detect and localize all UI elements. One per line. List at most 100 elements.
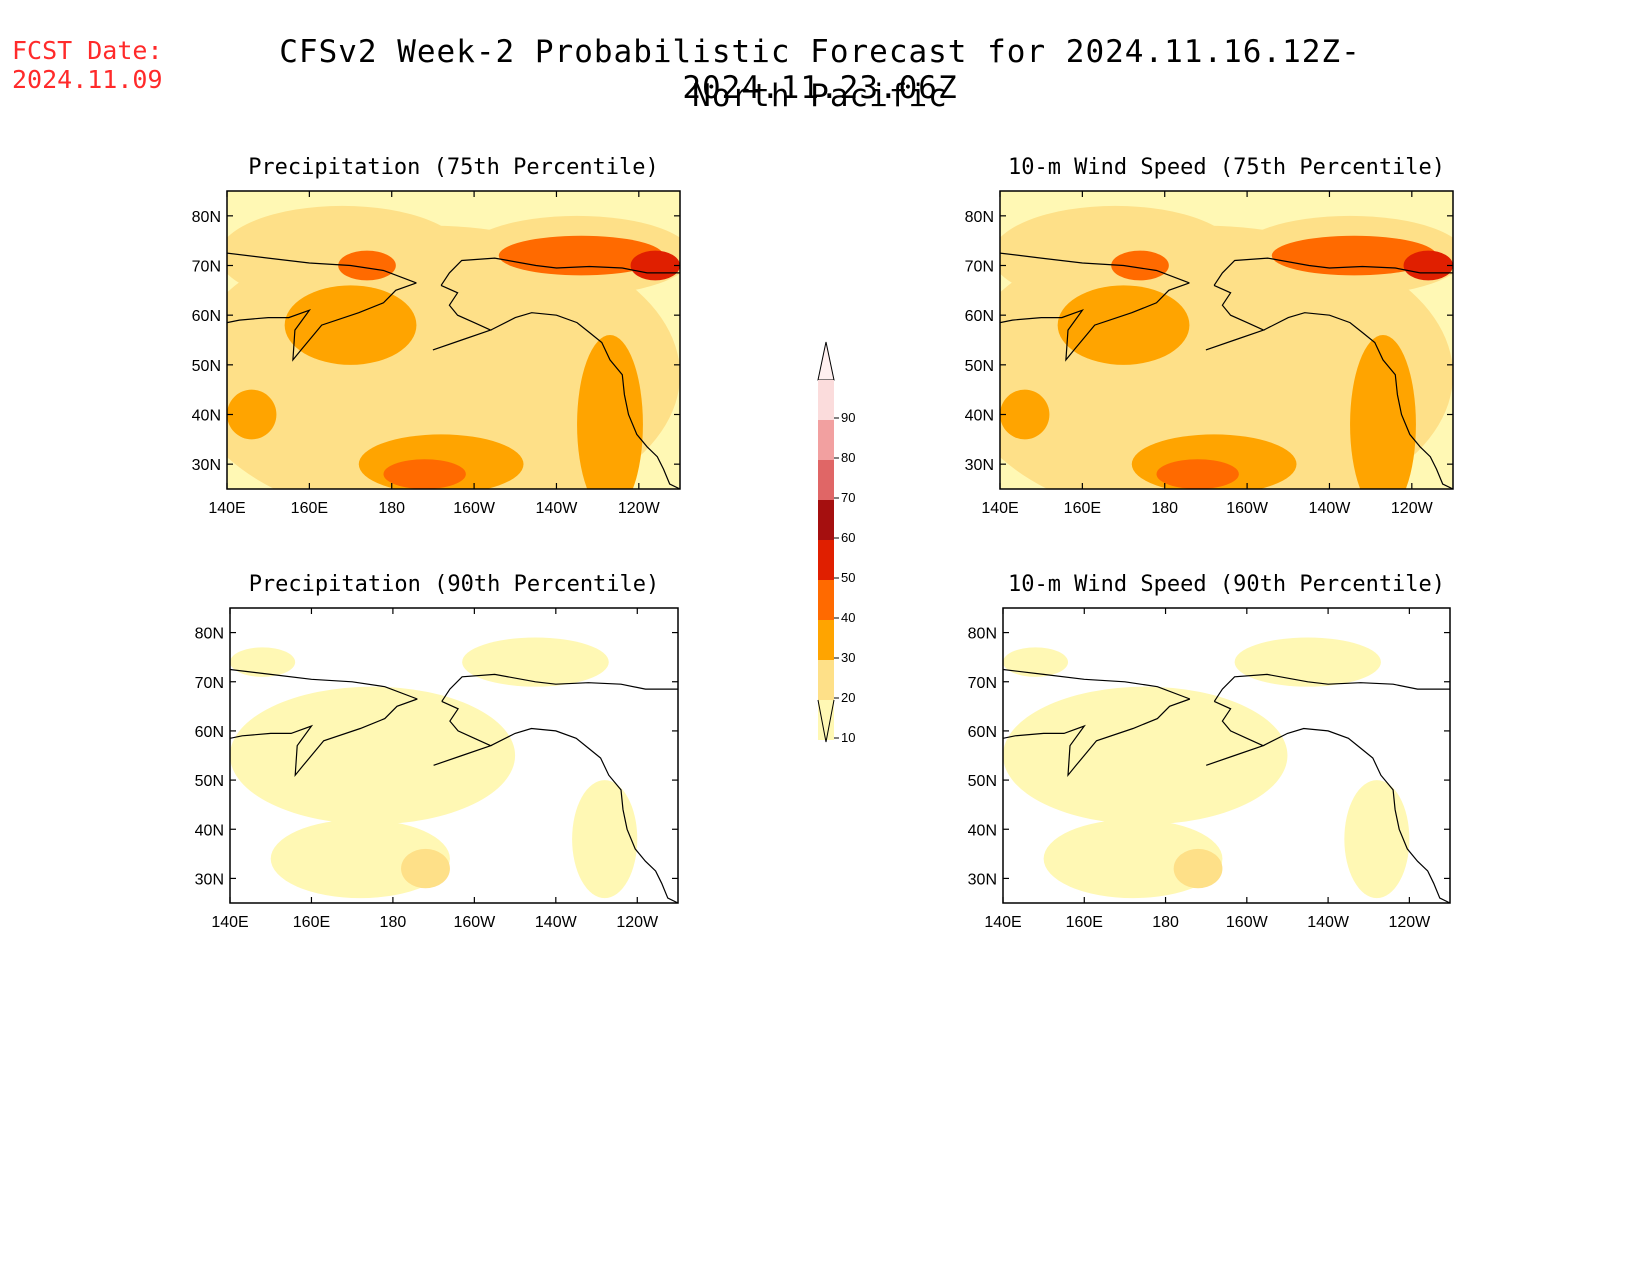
lat-label: 60N	[965, 308, 994, 325]
map-frame	[999, 190, 1454, 490]
colorbar-segment	[818, 460, 834, 500]
probability-field	[230, 608, 678, 903]
coastline-segment	[433, 700, 493, 766]
map-panel: 10-m Wind Speed (90th Percentile) 80N 70N 6…	[968, 572, 1451, 931]
colorbar-segment	[818, 700, 834, 740]
lon-label: 180	[378, 500, 405, 517]
lat-label: 50N	[968, 773, 997, 790]
map-frame	[1002, 607, 1451, 904]
probability-blob	[1111, 250, 1169, 281]
lat-label: 40N	[968, 822, 997, 839]
lon-label: 160W	[1226, 914, 1269, 931]
coastline-segment	[230, 668, 418, 700]
probability-blob	[1403, 250, 1453, 281]
coastline	[227, 252, 680, 489]
map-panel: Precipitation (90th Percentile) 80N 70N 60N…	[195, 572, 679, 931]
lat-label: 50N	[192, 358, 221, 375]
probability-blob	[1173, 848, 1223, 889]
lon-label: 120W	[618, 500, 661, 517]
colorbar-bottom-arrow	[817, 699, 835, 743]
probability-blob	[338, 250, 396, 281]
probability-blob	[1000, 389, 1050, 440]
coastline-segment	[441, 673, 678, 702]
lon-label: 160E	[1066, 914, 1103, 931]
fcst-date-block: FCST Date: 2024.11.09	[12, 36, 163, 94]
colorbar-label: 40	[841, 610, 855, 625]
probability-field	[227, 191, 680, 489]
coastline-segment	[230, 698, 418, 778]
map-frame	[229, 607, 679, 904]
colorbar-label: 50	[841, 570, 855, 585]
lat-label: 40N	[192, 408, 221, 425]
lat-label: 80N	[195, 626, 224, 643]
colorbar-label: 20	[841, 690, 855, 705]
panel-title: 10-m Wind Speed (90th Percentile)	[1008, 572, 1445, 597]
lat-label: 30N	[195, 871, 224, 888]
lat-label: 30N	[965, 457, 994, 474]
lat-label: 80N	[192, 209, 221, 226]
lon-label: 120W	[1391, 500, 1434, 517]
lon-label: 140E	[984, 914, 1021, 931]
lon-label: 140W	[535, 914, 578, 931]
lon-label: 120W	[616, 914, 659, 931]
lon-label: 160E	[1064, 500, 1101, 517]
map-frame	[226, 190, 681, 490]
lat-label: 70N	[192, 259, 221, 276]
lon-label: 160E	[293, 914, 330, 931]
probability-blob	[1350, 335, 1416, 489]
lat-label: 30N	[968, 871, 997, 888]
lon-label: 180	[380, 914, 407, 931]
lon-label: 180	[1151, 500, 1178, 517]
probability-field	[1000, 191, 1453, 489]
probability-blob	[383, 459, 466, 489]
colorbar-label: 30	[841, 650, 855, 665]
probability-blob	[1234, 637, 1381, 687]
lon-label: 180	[1152, 914, 1179, 931]
colorbar-label: 80	[841, 450, 855, 465]
probability-blob	[284, 285, 417, 365]
fcst-date-label: FCST Date:	[12, 36, 163, 65]
probability-blob	[227, 389, 277, 440]
panel-title: 10-m Wind Speed (75th Percentile)	[1008, 155, 1445, 180]
coastline	[1000, 252, 1453, 489]
colorbar-segment	[818, 660, 834, 700]
probability-blob	[1344, 780, 1410, 899]
lat-label: 40N	[195, 822, 224, 839]
probability-blob	[572, 780, 638, 899]
lat-label: 70N	[965, 259, 994, 276]
coastline-segment	[1213, 257, 1453, 286]
probability-blob	[630, 250, 680, 281]
region-title: North Pacific	[692, 78, 948, 114]
lat-label: 60N	[195, 724, 224, 741]
lon-label: 160W	[453, 500, 496, 517]
map-panel: 10-m Wind Speed (75th Percentile) 80N 70N 6…	[965, 155, 1454, 517]
coastline	[230, 668, 678, 903]
colorbar-segment	[818, 500, 834, 540]
lon-label: 140E	[211, 914, 248, 931]
lat-label: 30N	[192, 457, 221, 474]
probability-blob	[462, 637, 609, 687]
colorbar-top-arrow	[817, 341, 835, 381]
lon-label: 140W	[1309, 500, 1352, 517]
lat-label: 70N	[195, 675, 224, 692]
map-panel: Precipitation (75th Percentile) 80N 70N 60N…	[192, 155, 681, 517]
probability-blob	[1156, 459, 1239, 489]
panel-title: Precipitation (75th Percentile)	[248, 155, 659, 180]
coastline-segment	[1000, 252, 1190, 284]
lon-label: 160E	[291, 500, 328, 517]
coastline-segment	[1206, 700, 1265, 766]
coastline-segment	[1003, 698, 1191, 778]
probability-blob	[401, 848, 450, 889]
lon-label: 160W	[1226, 500, 1269, 517]
coastline-segment	[432, 284, 493, 351]
coastline-segment	[490, 312, 680, 489]
coastline-segment	[227, 252, 417, 284]
lat-label: 40N	[965, 408, 994, 425]
colorbar-label: 60	[841, 530, 855, 545]
probability-blob	[230, 647, 296, 677]
lat-label: 50N	[195, 773, 224, 790]
probability-blob	[1003, 686, 1288, 825]
colorbar-segment	[818, 380, 834, 420]
coastline	[1003, 668, 1450, 903]
